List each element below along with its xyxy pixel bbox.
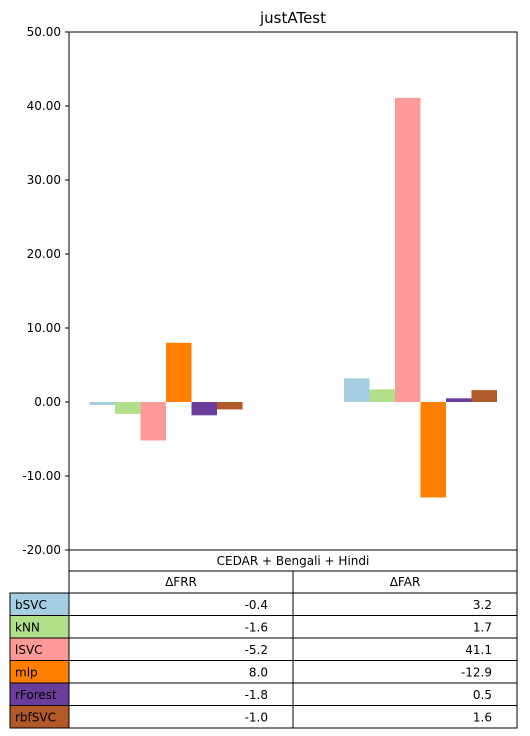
y-tick-label: 50.00 — [27, 25, 61, 39]
y-tick-label: -20.00 — [22, 543, 61, 557]
data-label: -1.8 — [245, 688, 268, 702]
data-label: -0.4 — [245, 598, 268, 612]
bar-lSVC-frr — [141, 402, 167, 440]
data-label: -12.9 — [461, 666, 492, 680]
data-label: -1.0 — [245, 711, 268, 725]
y-tick-label: -10.00 — [22, 469, 61, 483]
plot-frame — [69, 32, 517, 550]
y-tick-label: 40.00 — [27, 99, 61, 113]
table-column-header: ΔFRR — [165, 575, 197, 589]
table-group-label: CEDAR + Bengali + Hindi — [217, 554, 370, 568]
bar-bSVC-far — [344, 378, 370, 402]
legend-label: mlp — [15, 666, 38, 680]
bar-mlp-far — [421, 402, 447, 497]
table-column-header: ΔFAR — [390, 575, 421, 589]
legend-label: lSVC — [15, 643, 43, 657]
legend-label: rForest — [15, 688, 57, 702]
data-label: 3.2 — [473, 598, 492, 612]
y-tick-label: 0.00 — [34, 395, 61, 409]
data-label: -1.6 — [245, 621, 268, 635]
data-table: CEDAR + Bengali + Hindi ΔFRR ΔFAR bSVC -0.4 3… — [10, 550, 517, 728]
bar-rForest-far — [446, 398, 472, 402]
bar-rForest-frr — [192, 402, 218, 415]
bar-lSVC-far — [395, 98, 421, 402]
data-label: 41.1 — [465, 643, 492, 657]
bars-group — [90, 98, 498, 498]
bar-rbfSVC-far — [472, 390, 498, 402]
data-label: 0.5 — [473, 688, 492, 702]
data-label: -5.2 — [245, 643, 268, 657]
legend-label: rbfSVC — [15, 711, 56, 725]
bar-mlp-frr — [166, 343, 192, 402]
data-label: 8.0 — [249, 666, 268, 680]
legend-label: bSVC — [15, 598, 47, 612]
bar-kNN-frr — [115, 402, 141, 414]
y-tick-label: 30.00 — [27, 173, 61, 187]
bar-kNN-far — [370, 389, 396, 402]
y-tick-label: 20.00 — [27, 247, 61, 261]
bar-bSVC-frr — [90, 402, 116, 405]
y-tick-label: 10.00 — [27, 321, 61, 335]
y-axis: -20.00 -10.00 0.00 10.00 20.00 30.00 40.00 50.0… — [22, 25, 69, 557]
chart-title: justATest — [259, 9, 326, 27]
data-label: 1.6 — [473, 711, 492, 725]
data-label: 1.7 — [473, 621, 492, 635]
bar-rbfSVC-frr — [217, 402, 243, 409]
legend-label: kNN — [15, 621, 40, 635]
